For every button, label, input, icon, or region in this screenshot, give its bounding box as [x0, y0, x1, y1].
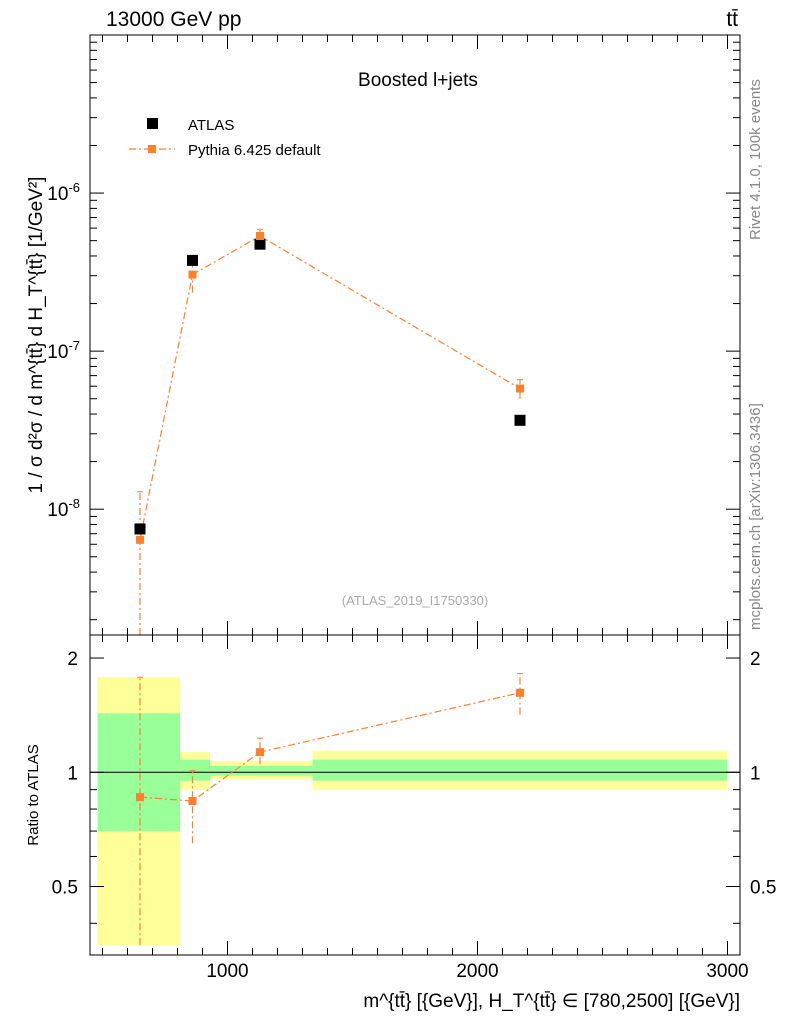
pythia-point	[516, 384, 524, 393]
legend-pythia-marker	[148, 145, 156, 153]
ratio-y-tick-label: 2	[67, 649, 78, 670]
header-energy: 13000 GeV pp	[106, 8, 241, 31]
atlas-point	[254, 238, 266, 250]
ratio-pythia-point	[516, 688, 524, 697]
main-y-axis-label: 1 / σ d²σ / d m^{tt̄} d H_T^{tt̄} [1/GeV…	[26, 177, 47, 494]
legend-pythia-label: Pythia 6.425 default	[188, 142, 321, 159]
legend-atlas-label: ATLAS	[188, 117, 234, 134]
analysis-tag: (ATLAS_2019_I1750330)	[342, 593, 488, 608]
ratio-band-green	[210, 765, 313, 776]
pythia-curve	[139, 235, 521, 540]
ratio-plot-panel: 0.5 0.5 1 1 2 2 1000 2000 3000 Ratio to ATLAS m^…	[25, 634, 776, 1012]
main-plot-panel: 10-8 10-7 10-6 Boosted l+jets (ATLAS_2019_…	[26, 34, 741, 636]
ratio-y-tick-label-right: 1	[750, 763, 761, 784]
ratio-y-tick-label: 1	[67, 763, 78, 784]
atlas-point	[187, 254, 198, 266]
pythia-point	[256, 232, 264, 241]
atlas-point	[514, 414, 526, 426]
ratio-y-tick-label-right: 0.5	[750, 878, 776, 899]
legend: ATLAS Pythia 6.425 default	[129, 117, 321, 159]
plot-title: Boosted l+jets	[358, 70, 478, 91]
ratio-plot-frame	[89, 634, 741, 956]
ratio-pythia-curve	[139, 692, 521, 802]
source-label: mcplots.cern.ch [arXiv:1306.3436]	[747, 403, 764, 630]
pythia-point	[136, 535, 144, 544]
x-tick-label: 1000	[206, 961, 248, 982]
ratio-y-axis-label: Ratio to ATLAS	[25, 744, 42, 845]
y-tick-label: 10-7	[47, 338, 80, 363]
x-tick-label: 2000	[456, 961, 498, 982]
ratio-band-green	[312, 759, 728, 781]
ratio-pythia-point	[256, 748, 264, 757]
ratio-pythia-point	[188, 797, 197, 806]
rivet-label: Rivet 4.1.0, 100k events	[747, 79, 764, 240]
ratio-y-tick-label: 0.5	[52, 878, 78, 899]
y-tick-label: 10-6	[47, 180, 80, 205]
x-axis-label: m^{tt̄} [{GeV}], H_T^{tt̄} ∈ [780,2500] …	[363, 991, 740, 1012]
header-process: tt̄	[726, 8, 738, 31]
legend-atlas-marker	[147, 118, 158, 129]
atlas-point	[134, 523, 146, 535]
pythia-point	[188, 270, 197, 279]
x-tick-label: 3000	[706, 961, 748, 982]
ratio-y-tick-label-right: 2	[750, 649, 761, 670]
ratio-pythia-point	[136, 793, 144, 802]
y-tick-label: 10-8	[47, 496, 80, 521]
